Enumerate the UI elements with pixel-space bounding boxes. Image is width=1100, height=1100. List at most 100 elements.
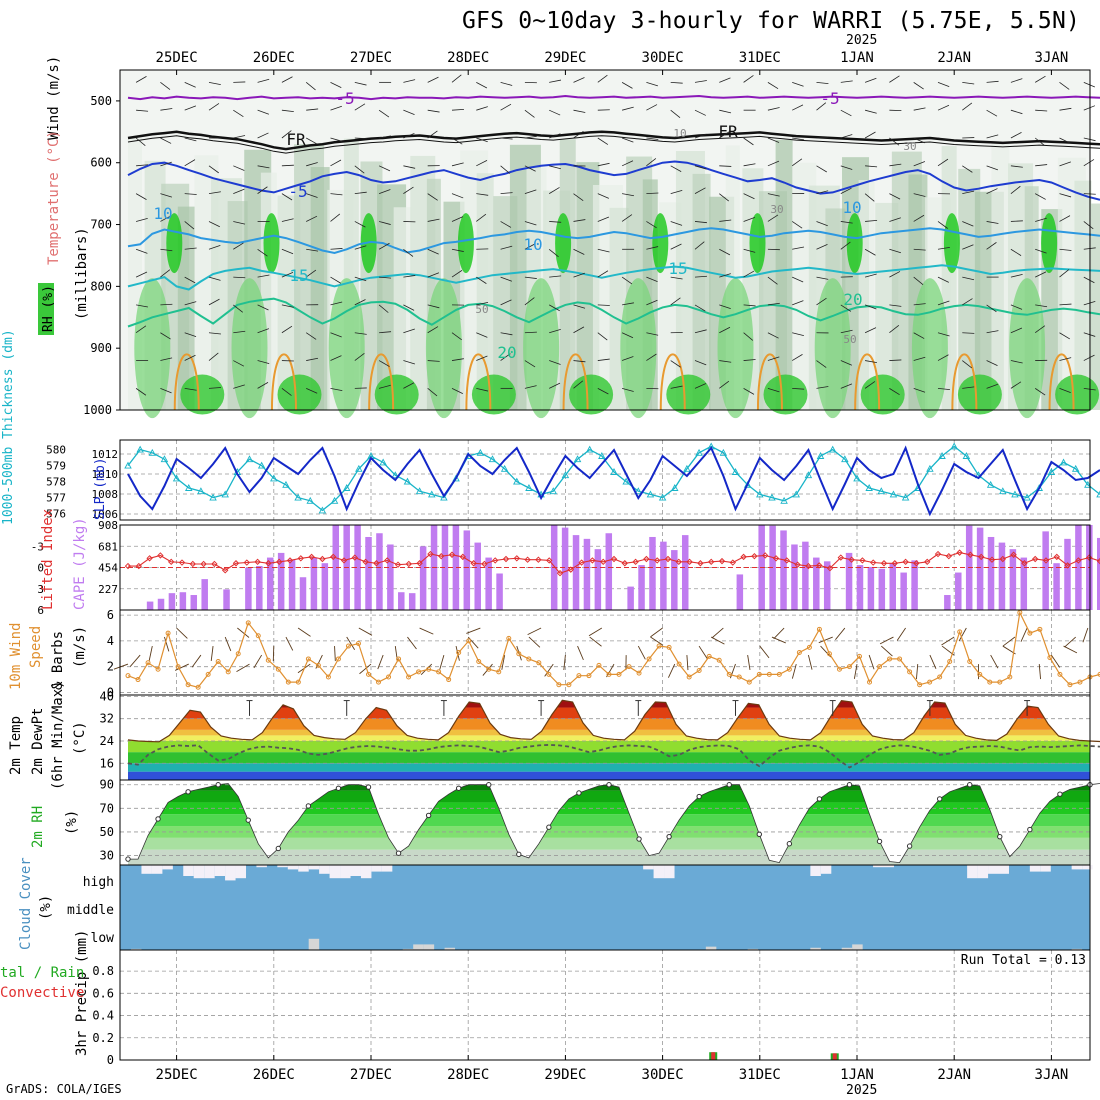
isotherm-label: 20 [497,343,516,362]
upper-wind-barb [451,358,464,361]
li-point [524,556,531,563]
upper-wind-barb [476,276,487,284]
rh-moist-plume [523,278,560,419]
upper-wind-barb [1059,161,1071,167]
wind-speed-point [806,644,812,650]
upper-wind-barb [208,352,219,361]
wind-speed-point [987,679,993,685]
li-point [513,555,521,562]
upper-wind-barb [816,297,827,306]
upper-wind-barb [451,108,464,111]
surface-wind-barb [588,627,603,637]
thickness-point [306,496,315,504]
precip-convective-bar [711,1052,716,1060]
upper-wind-barb [160,193,172,198]
thickness-point [999,487,1007,495]
upper-wind-barb [184,247,197,250]
upper-wind-barb [889,193,901,200]
surface-wind-barb [148,645,153,661]
wind-speed-point [836,666,842,672]
upper-wind-barb [913,387,926,393]
cape-bar [266,557,274,610]
upper-wind-barb [889,304,902,307]
upper-wind-barb [330,82,342,88]
wind-speed-point [686,674,692,680]
upper-wind-barb [500,353,511,361]
li-point [1021,560,1028,567]
upper-wind-barb [549,133,561,139]
upper-wind-barb [281,193,293,201]
upper-wind-barb [743,388,755,395]
thickness-point [889,490,898,498]
upper-wind-barb [840,187,852,194]
rh-point [936,796,943,802]
lifted-index-axis-label: Lifted Index [40,509,56,610]
upper-wind-barb [792,387,805,390]
surface-wind-barb [439,654,445,670]
li-point [729,559,737,566]
cape-bar [944,595,951,610]
upper-wind-barb [792,137,805,141]
li-point [653,557,661,564]
temp-axis-label-1: 2m Temp [8,716,24,775]
rh2m-axis-label-2: (%) [64,810,80,835]
cape-bar [911,560,918,610]
upper-wind-barb [1010,274,1023,278]
cape-bar [1020,557,1028,610]
upper-wind-barb [719,273,731,278]
slp-tick-label: 1010 [92,468,119,481]
upper-wind-barb [865,165,878,168]
li-point [880,560,888,567]
li-point [135,562,143,570]
upper-wind-barb [719,326,731,334]
li-point [1096,557,1100,565]
li-point [243,559,251,566]
upper-wind-barb [1010,360,1023,364]
li-point [124,562,132,570]
rh-point [816,796,823,802]
surface-wind-barb [698,645,708,659]
thickness-point [148,448,157,456]
upper-wind-barb [330,276,341,284]
cape-bar [780,530,787,610]
thickness-point [756,490,764,498]
upper-wind-barb [233,242,244,250]
upper-wind-barb [937,300,950,306]
wind-speed-point [967,659,973,665]
upper-wind-barb [135,388,147,396]
li-tick-label: 3 [37,583,44,596]
upper-wind-barb [767,302,780,306]
surface-wind-barb [1064,636,1077,648]
thickness-point [938,452,946,459]
upper-wind-barb [354,103,366,111]
upper-wind-barb [160,387,172,394]
upper-wind-barb [937,104,950,111]
upper-wind-barb [160,303,173,306]
thickness-point [877,487,886,495]
upper-wind-barb [597,248,610,253]
surface-wind-barb [759,645,770,659]
surface-wind-barb [236,663,250,672]
boundary-layer-isotherm [951,353,978,411]
rh-point [606,782,612,788]
li-point [859,557,866,564]
surface-wind-barb [113,663,129,670]
thickness-point [440,493,448,501]
li-point [589,557,596,564]
upper-wind-barb [986,109,998,117]
rh-surface-core [180,374,225,415]
upper-wind-barb [986,165,999,171]
wind-speed-point [706,653,712,659]
thickness-point [901,493,910,501]
upper-wind-barb [694,241,705,250]
isotherm-label: 30 [770,203,783,216]
thickness-point [792,490,801,498]
upper-wind-barb [403,109,415,116]
upper-wind-barb [1083,276,1095,284]
upper-wind-barb [719,248,731,256]
cape-tick-label: 227 [98,583,118,596]
low-cloud-bar [131,948,142,950]
wind-speed-point [947,659,953,665]
date-label-top: 26DEC [253,50,295,66]
boundary-layer-isotherm [756,353,783,411]
